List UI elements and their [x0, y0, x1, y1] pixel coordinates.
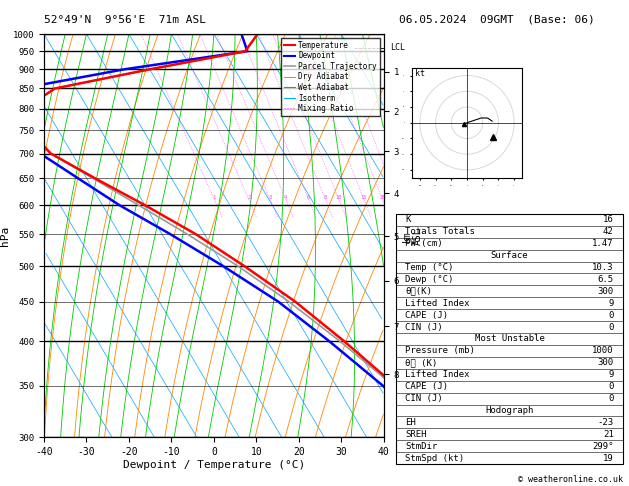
Text: 10.3: 10.3	[592, 263, 614, 272]
Text: 9: 9	[608, 299, 614, 308]
Text: kt: kt	[415, 69, 425, 78]
Text: Pressure (mb): Pressure (mb)	[405, 347, 475, 355]
Text: 9: 9	[608, 370, 614, 379]
Text: CAPE (J): CAPE (J)	[405, 311, 448, 320]
Text: 8: 8	[324, 194, 327, 200]
Y-axis label: hPa: hPa	[0, 226, 10, 246]
Text: 299°: 299°	[592, 442, 614, 451]
Text: K: K	[405, 215, 411, 225]
Text: Temp (°C): Temp (°C)	[405, 263, 454, 272]
Text: CAPE (J): CAPE (J)	[405, 382, 448, 391]
Text: Lifted Index: Lifted Index	[405, 299, 470, 308]
Text: 15: 15	[361, 194, 367, 200]
Text: SREH: SREH	[405, 430, 427, 439]
Text: 0: 0	[608, 382, 614, 391]
Text: Totals Totals: Totals Totals	[405, 227, 475, 236]
Text: StmDir: StmDir	[405, 442, 438, 451]
Text: CIN (J): CIN (J)	[405, 323, 443, 331]
Text: 16: 16	[603, 215, 614, 225]
Y-axis label: km
ASL: km ASL	[401, 227, 423, 244]
Text: 1000: 1000	[592, 347, 614, 355]
Text: Lifted Index: Lifted Index	[405, 370, 470, 379]
Text: PW (cm): PW (cm)	[405, 239, 443, 248]
Text: EH: EH	[405, 418, 416, 427]
Text: CIN (J): CIN (J)	[405, 394, 443, 403]
Text: Dewp (°C): Dewp (°C)	[405, 275, 454, 284]
Text: Most Unstable: Most Unstable	[474, 334, 545, 344]
Text: 3: 3	[269, 194, 272, 200]
Text: 20: 20	[379, 194, 386, 200]
Text: 0: 0	[608, 323, 614, 331]
Text: 1.47: 1.47	[592, 239, 614, 248]
Text: 300: 300	[598, 358, 614, 367]
Text: © weatheronline.co.uk: © weatheronline.co.uk	[518, 474, 623, 484]
Text: 52°49'N  9°56'E  71m ASL: 52°49'N 9°56'E 71m ASL	[44, 15, 206, 25]
X-axis label: Dewpoint / Temperature (°C): Dewpoint / Temperature (°C)	[123, 460, 305, 470]
Legend: Temperature, Dewpoint, Parcel Trajectory, Dry Adiabat, Wet Adiabat, Isotherm, Mi: Temperature, Dewpoint, Parcel Trajectory…	[281, 38, 380, 116]
Text: 0: 0	[608, 394, 614, 403]
Text: Hodograph: Hodograph	[486, 406, 533, 415]
Text: θᴀ (K): θᴀ (K)	[405, 358, 438, 367]
Text: θᴀ(K): θᴀ(K)	[405, 287, 432, 296]
Text: -23: -23	[598, 418, 614, 427]
Text: 4: 4	[284, 194, 287, 200]
Text: 300: 300	[598, 287, 614, 296]
Text: 1: 1	[213, 194, 216, 200]
Text: LCL: LCL	[391, 43, 406, 52]
Text: 6.5: 6.5	[598, 275, 614, 284]
Text: 21: 21	[603, 430, 614, 439]
Text: Surface: Surface	[491, 251, 528, 260]
Text: 0: 0	[608, 311, 614, 320]
Text: 42: 42	[603, 227, 614, 236]
Text: 10: 10	[336, 194, 342, 200]
Text: 6: 6	[307, 194, 310, 200]
Text: StmSpd (kt): StmSpd (kt)	[405, 453, 464, 463]
Text: 19: 19	[603, 453, 614, 463]
Text: 2: 2	[247, 194, 250, 200]
Text: 06.05.2024  09GMT  (Base: 06): 06.05.2024 09GMT (Base: 06)	[399, 15, 595, 25]
